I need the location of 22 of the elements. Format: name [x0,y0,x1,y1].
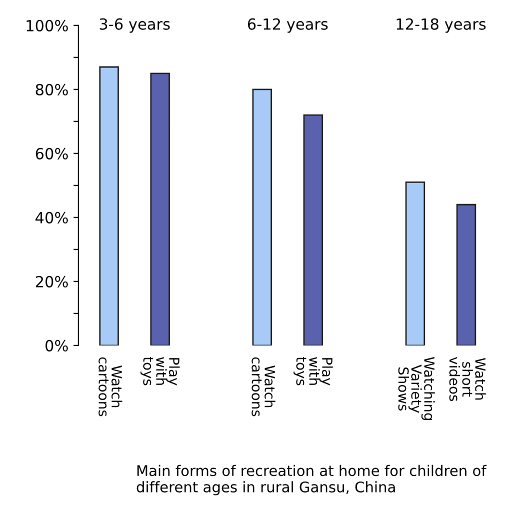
x-tick-label: Watch short videos [449,356,486,402]
y-tick-label: 0% [46,340,68,352]
y-tick-label: 60% [36,148,68,160]
y-tick-label: 20% [36,276,68,288]
bar [303,114,324,346]
x-tick-label: Play with toys [294,356,333,386]
x-tick-label: Watching Variety Shows [398,357,435,420]
x-tick-label: Play with toys [140,356,180,386]
x-tick-label: Watch cartoons [98,357,122,416]
annotation: 6-12 years [248,18,328,33]
annotation: 12-18 years [396,18,486,33]
bar [150,72,170,346]
y-tick-label: 80% [36,84,68,96]
text: Main forms of recreation at home for children of different ages in rural Gansu, China [136,464,487,496]
bar [252,88,272,346]
bar [99,66,119,346]
bar [405,182,426,346]
x-tick-label: Watch cartoons [252,357,276,416]
y-tick-label: 40% [36,212,68,224]
y-tick-label: 100% [26,20,68,32]
bar [456,204,476,346]
annotation: 3-6 years [100,18,170,33]
